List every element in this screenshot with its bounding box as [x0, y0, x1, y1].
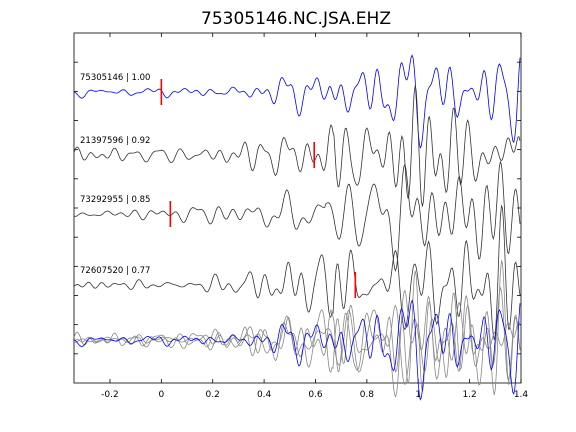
x-tick-label: 1: [415, 390, 421, 400]
chart-title: 75305146.NC.JSA.EHZ: [201, 9, 391, 29]
x-tick-label: 0.2: [206, 390, 220, 400]
overlay-trace-21397596: [73, 270, 521, 392]
x-tick-label: 0.6: [308, 390, 323, 400]
overlay-trace-73292955: [73, 286, 521, 398]
trace-label: 72607520 | 0.77: [80, 266, 150, 276]
pick-markers: [160, 79, 357, 298]
waveform-traces: [73, 54, 521, 340]
trace-73292955: [73, 160, 521, 272]
trace-labels: 75305146 | 1.00 21397596 | 0.92 73292955 |…: [80, 73, 150, 276]
x-tick-label: 0: [158, 390, 164, 400]
stacked-overlay: [73, 259, 521, 401]
x-tick-label: 1.4: [514, 390, 529, 400]
x-tick-label: 0.8: [360, 390, 375, 400]
x-tick-label: 1.2: [462, 390, 476, 400]
trace-72607520: [73, 204, 521, 340]
overlay-trace-75305146: [73, 299, 521, 401]
trace-label: 21397596 | 0.92: [80, 136, 150, 146]
x-axis-tick-labels: -0.2 0 0.2 0.4 0.6 0.8 1 1.2 1.4: [101, 390, 528, 400]
x-tick-label: 0.4: [257, 390, 272, 400]
trace-75305146: [73, 54, 521, 149]
trace-label: 73292955 | 0.85: [80, 195, 150, 205]
trace-21397596: [73, 85, 521, 207]
x-tick-label: -0.2: [101, 390, 119, 400]
trace-label: 75305146 | 1.00: [80, 73, 150, 83]
